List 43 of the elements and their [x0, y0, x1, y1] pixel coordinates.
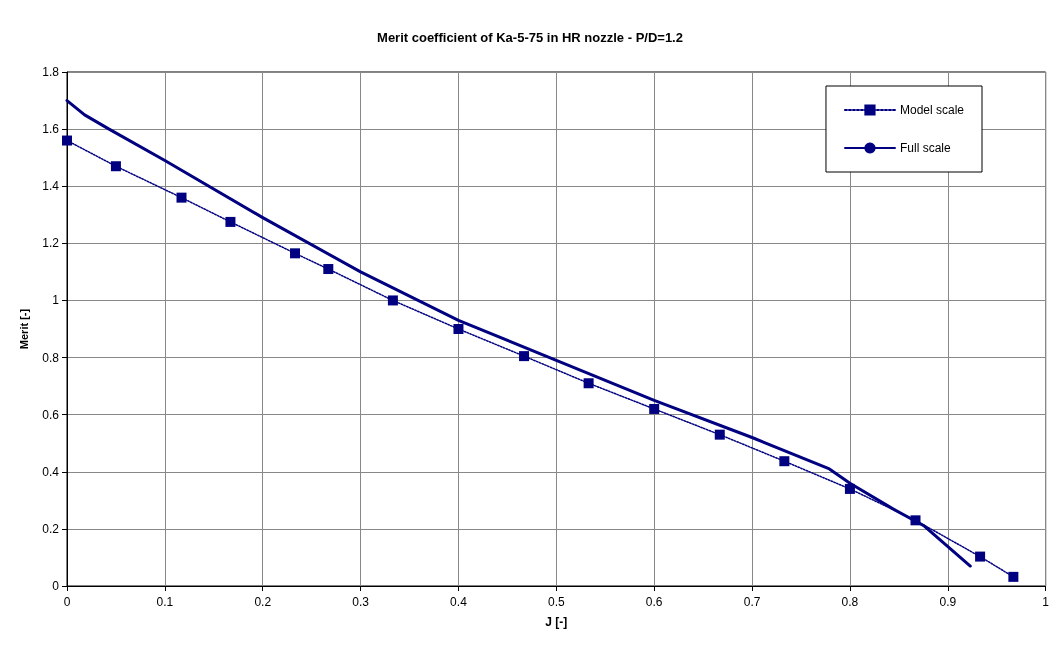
- x-tick-label: 0.3: [352, 595, 370, 609]
- x-tick-label: 0.7: [743, 595, 761, 609]
- point: [714, 429, 725, 440]
- y-tick-label: 1.2: [42, 236, 60, 251]
- y-tick-label: 0: [52, 579, 60, 593]
- y-axis-title: Merit [-]: [17, 308, 30, 350]
- point: [844, 483, 855, 494]
- y-tick-label: 0.2: [42, 521, 60, 536]
- x-axis-title: J [-]: [545, 615, 568, 629]
- point: [62, 135, 72, 146]
- x-tick-label: 0.1: [156, 595, 174, 609]
- x-tick-label: 0.5: [547, 595, 565, 609]
- point: [323, 264, 334, 275]
- legend-label: Model scale: [899, 103, 965, 117]
- x-tick-label: 0.9: [939, 595, 957, 609]
- point: [910, 515, 921, 526]
- point: [387, 295, 398, 306]
- y-tick-label: 1.8: [42, 65, 60, 79]
- y-tick-label: 0.8: [42, 350, 60, 365]
- x-tick-label: 0.2: [254, 595, 272, 609]
- x-tick-label: 0.6: [645, 595, 663, 609]
- x-tick-label: 0.4: [450, 595, 468, 609]
- chart-title: Merit coefficient of Ka-5-75 in HR nozzle - P/D=1.2: [377, 30, 683, 45]
- point: [290, 248, 301, 259]
- y-tick-label: 1.6: [42, 122, 60, 137]
- x-tick-label: 0: [63, 595, 71, 609]
- point: [649, 403, 660, 414]
- x-tick-label: 0.8: [841, 595, 859, 609]
- point: [110, 161, 121, 172]
- point: [519, 351, 530, 362]
- x-tick-label: 1: [1042, 595, 1050, 609]
- point: [779, 456, 790, 467]
- y-tick-label: 0.6: [42, 407, 60, 422]
- point: [453, 324, 464, 334]
- point: [225, 216, 236, 227]
- legend-label: Full scale: [899, 141, 951, 155]
- point: [1008, 571, 1019, 582]
- point: [975, 551, 986, 562]
- point: [583, 378, 594, 389]
- point: [176, 192, 187, 203]
- y-tick-label: 0.4: [42, 464, 60, 479]
- y-tick-label: 1.4: [42, 179, 60, 194]
- y-tick-label: 1: [52, 293, 60, 308]
